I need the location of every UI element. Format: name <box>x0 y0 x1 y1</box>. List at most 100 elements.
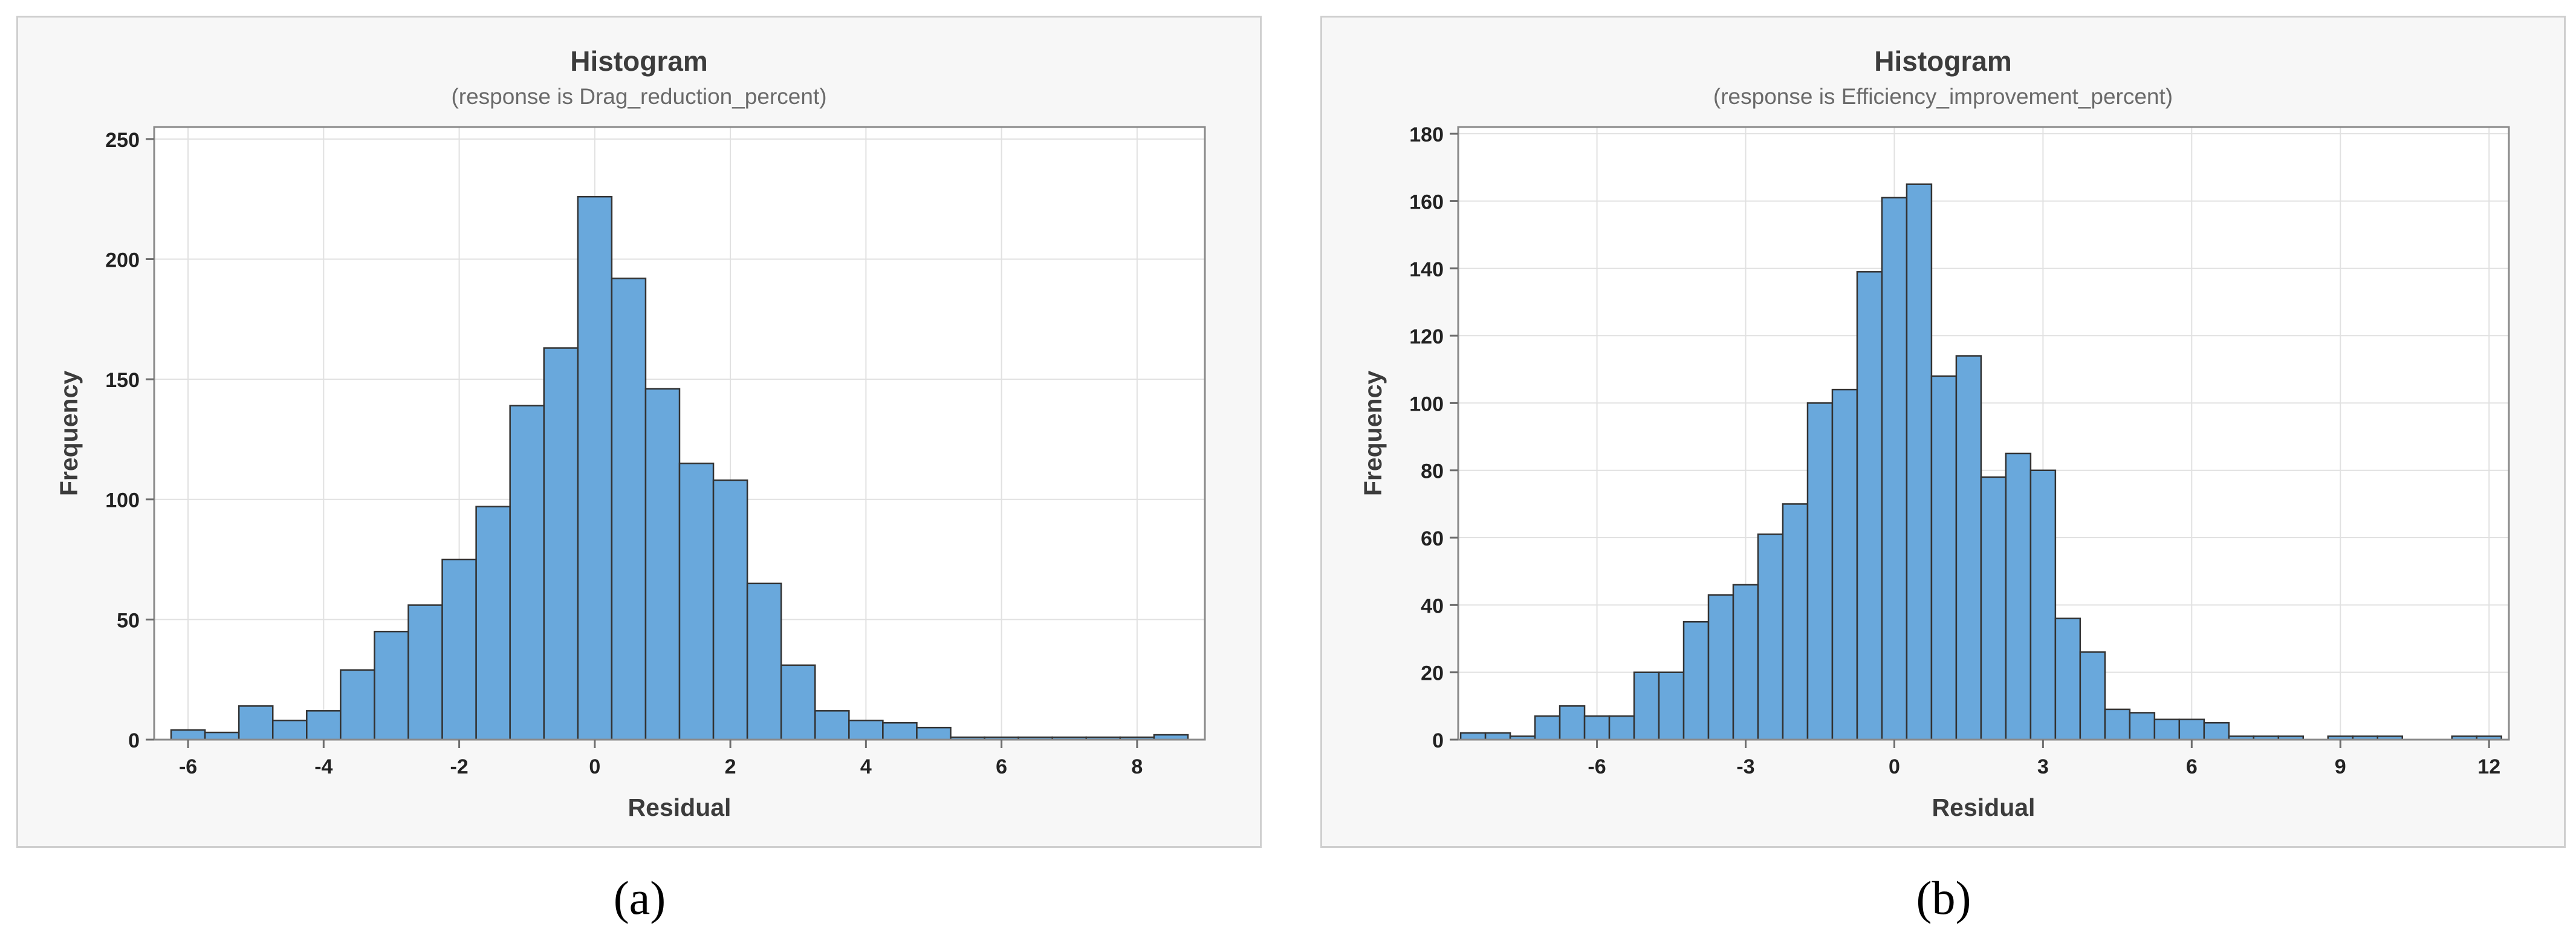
histogram-bar <box>1782 503 1809 741</box>
x-tick-label: -6 <box>179 755 197 778</box>
histogram-bar <box>238 705 274 741</box>
histogram-bar <box>170 729 206 741</box>
histogram-bar <box>1559 705 1586 741</box>
histogram-bar <box>2005 452 2032 741</box>
histogram-bar <box>1682 620 1710 741</box>
histogram-bar <box>1806 402 1834 741</box>
histogram-bar <box>475 506 511 741</box>
y-tick-label: 250 <box>105 129 140 152</box>
x-tick-label: 2 <box>725 755 736 778</box>
x-tick-label: 6 <box>996 755 1007 778</box>
y-tick-label: 100 <box>105 489 140 512</box>
histogram-bar <box>814 710 850 741</box>
chart-a-svg: Histogram (response is Drag_reduction_per… <box>55 45 1206 821</box>
histogram-bar <box>1856 271 1883 741</box>
y-tick-label: 180 <box>1409 123 1444 146</box>
histogram-bar <box>2203 721 2230 741</box>
histogram-bar <box>746 582 782 741</box>
x-tick-label: 0 <box>589 755 600 778</box>
histogram-bar <box>2079 651 2106 741</box>
histogram-bar <box>1534 715 1561 741</box>
y-tick-label: 140 <box>1409 258 1444 281</box>
histogram-panel-b: Histogram (response is Efficiency_improve… <box>1320 16 2566 848</box>
histogram-bar <box>543 347 579 741</box>
histogram-bar <box>1906 183 1933 741</box>
histogram-bar <box>1930 375 1958 741</box>
histogram-bar <box>577 195 613 741</box>
x-tick-label: 8 <box>1131 755 1143 778</box>
chart-title: Histogram <box>570 45 707 77</box>
chart-b-svg: Histogram (response is Efficiency_improve… <box>1359 45 2510 821</box>
caption-a: (a) <box>613 871 666 924</box>
histogram-bar <box>1980 476 2007 741</box>
chart-subtitle: (response is Drag_reduction_percent) <box>451 84 826 109</box>
histogram-bar <box>509 405 545 741</box>
histogram-bar <box>1732 584 1759 741</box>
histogram-bar <box>1583 715 1611 741</box>
histogram-panel-a: Histogram (response is Drag_reduction_per… <box>16 16 1262 848</box>
y-tick-label: 50 <box>117 609 140 632</box>
y-tick-label: 20 <box>1421 662 1444 685</box>
y-tick-label: 60 <box>1421 527 1444 550</box>
histogram-bar <box>2029 469 2057 741</box>
y-tick-label: 0 <box>128 729 140 752</box>
histogram-bar <box>1757 533 1784 741</box>
histogram-bar <box>611 278 647 741</box>
x-axis-label: Residual <box>628 793 732 821</box>
histogram-bar <box>1955 355 1982 741</box>
caption-b: (b) <box>1916 871 1971 924</box>
x-tick-label: 3 <box>2037 755 2049 778</box>
histogram-bar <box>1484 732 1511 741</box>
x-tick-label: 9 <box>2335 755 2346 778</box>
histogram-bar <box>1459 732 1487 741</box>
histogram-bar <box>882 721 918 741</box>
y-tick-label: 200 <box>105 249 140 272</box>
histogram-bar <box>2129 712 2156 741</box>
x-tick-label: 0 <box>1889 755 1900 778</box>
histogram-bar <box>204 731 240 741</box>
x-tick-label: 12 <box>2477 755 2500 778</box>
x-tick-label: -6 <box>1588 755 1606 778</box>
histogram-bar <box>780 664 816 741</box>
histogram-bar <box>340 669 375 741</box>
x-tick-label: 4 <box>860 755 872 778</box>
y-tick-label: 40 <box>1421 594 1444 617</box>
y-tick-label: 80 <box>1421 460 1444 483</box>
histogram-bar <box>1707 594 1734 741</box>
histogram-bar <box>271 719 308 741</box>
histogram-bar <box>374 630 409 741</box>
histogram-bar <box>407 604 443 741</box>
y-tick-label: 160 <box>1409 191 1444 213</box>
histogram-bar <box>441 558 477 741</box>
histogram-bar <box>678 462 715 741</box>
histogram-bar <box>1831 388 1858 741</box>
x-tick-label: -4 <box>314 755 333 778</box>
histogram-bar <box>644 388 681 741</box>
histogram-bar <box>1881 197 1908 741</box>
histogram-bar <box>2054 617 2081 741</box>
chart-title: Histogram <box>1874 45 2011 77</box>
histogram-bar <box>1658 671 1685 741</box>
histogram-bar <box>2104 708 2131 741</box>
plot-frame <box>153 126 1206 741</box>
histogram-bar <box>306 710 342 741</box>
histogram-bar <box>2178 718 2205 741</box>
histogram-bar <box>848 719 884 741</box>
histogram-bar <box>1633 671 1660 741</box>
y-tick-label: 150 <box>105 369 140 392</box>
histogram-bar <box>2153 718 2181 741</box>
x-tick-label: -3 <box>1736 755 1754 778</box>
x-axis-label: Residual <box>1932 793 2036 821</box>
y-tick-label: 0 <box>1432 729 1444 752</box>
histogram-bar <box>916 726 952 741</box>
histogram-bar <box>1608 715 1635 741</box>
y-tick-label: 100 <box>1409 392 1444 415</box>
x-tick-label: -2 <box>450 755 468 778</box>
y-tick-label: 120 <box>1409 325 1444 348</box>
plot-frame <box>1457 126 2510 741</box>
y-axis-label: Frequency <box>55 371 83 497</box>
chart-subtitle: (response is Efficiency_improvement_perc… <box>1713 84 2173 109</box>
x-tick-label: 6 <box>2186 755 2198 778</box>
y-axis-label: Frequency <box>1359 371 1387 497</box>
histogram-bar <box>712 479 748 741</box>
